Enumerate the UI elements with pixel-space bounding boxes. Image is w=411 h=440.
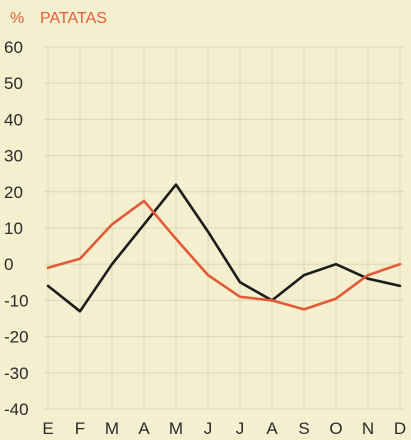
y-tick-label: 30 <box>4 147 23 166</box>
x-tick-label: D <box>394 419 406 438</box>
chart-title: PATATAS <box>40 10 107 27</box>
x-tick-label: S <box>298 419 309 438</box>
unit-label: % <box>10 10 24 27</box>
y-tick-label: 50 <box>4 74 23 93</box>
y-tick-label: 10 <box>4 219 23 238</box>
x-tick-label: J <box>236 419 245 438</box>
y-tick-label: 20 <box>4 183 23 202</box>
x-tick-label: F <box>75 419 85 438</box>
x-tick-label: N <box>362 419 374 438</box>
y-axis-tick-labels: 60 50 40 30 20 10 0 -10 -20 -30 -40 <box>4 38 29 419</box>
y-tick-label: -40 <box>4 400 29 419</box>
x-tick-label: M <box>169 419 183 438</box>
x-tick-label: E <box>42 419 53 438</box>
y-tick-label: -30 <box>4 364 29 383</box>
series-line-1 <box>46 183 402 313</box>
series-line-2 <box>46 199 402 311</box>
x-tick-label: O <box>329 419 342 438</box>
x-tick-label: M <box>105 419 119 438</box>
grid <box>44 46 404 410</box>
y-tick-label: -10 <box>4 291 29 310</box>
x-tick-label: A <box>138 419 150 438</box>
y-tick-label: 0 <box>4 255 13 274</box>
x-tick-label: A <box>266 419 278 438</box>
x-tick-label: J <box>204 419 213 438</box>
y-tick-label: -20 <box>4 328 29 347</box>
y-tick-label: 60 <box>4 38 23 57</box>
series-lines <box>46 183 402 313</box>
y-tick-label: 40 <box>4 110 23 129</box>
